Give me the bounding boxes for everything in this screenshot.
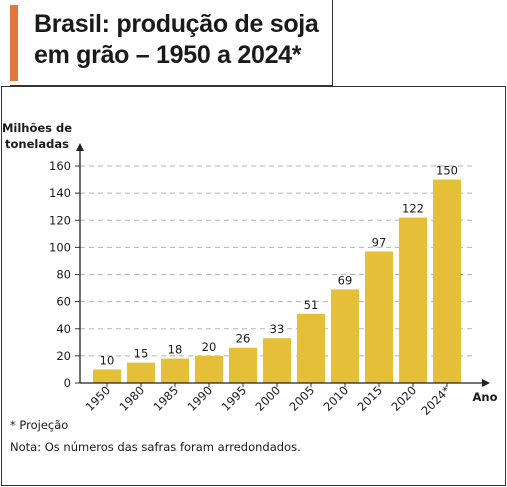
bar — [365, 251, 393, 383]
y-axis-title-line-1: Milhões de — [2, 121, 72, 135]
data-label: 150 — [436, 164, 458, 178]
y-axis-title-line-2: toneladas — [5, 137, 69, 151]
bar — [195, 355, 223, 383]
y-tick-label: 100 — [49, 240, 71, 254]
y-tick-label: 140 — [49, 186, 71, 200]
y-tick-label: 80 — [56, 268, 71, 282]
x-tick-label: 2010 — [321, 383, 352, 414]
y-tick-label: 60 — [56, 295, 71, 309]
bar — [93, 369, 121, 383]
bar — [331, 289, 359, 383]
x-tick-label: 2020 — [389, 383, 420, 414]
bar — [433, 179, 461, 383]
bar — [263, 338, 291, 383]
chart-title-line-1: Brasil: produção de soja — [34, 10, 319, 38]
data-label: 122 — [402, 202, 424, 216]
x-axis-title: Ano — [473, 390, 498, 404]
chart-title-line-2: em grão – 1950 a 2024* — [34, 41, 302, 69]
data-label: 15 — [134, 347, 149, 361]
bar — [399, 217, 427, 383]
data-label: 26 — [236, 332, 251, 346]
x-tick-label: 1950 — [83, 383, 114, 414]
chart-frame — [1, 86, 506, 486]
bar — [297, 313, 325, 383]
data-label: 97 — [372, 235, 387, 249]
x-tick-label: 1995 — [219, 383, 250, 414]
x-tick-label: 1980 — [117, 383, 148, 414]
data-label: 69 — [338, 273, 353, 287]
data-label: 18 — [168, 343, 183, 357]
y-tick-label: 120 — [49, 213, 71, 227]
y-tick-label: 40 — [56, 322, 71, 336]
x-tick-label: 2005 — [287, 383, 318, 414]
data-label: 51 — [304, 298, 319, 312]
x-tick-label: 2000 — [253, 383, 284, 414]
y-tick-label: 20 — [56, 349, 71, 363]
x-axis-arrow — [482, 379, 490, 387]
bar — [229, 347, 257, 383]
bar — [127, 362, 155, 383]
data-label: 10 — [100, 353, 115, 367]
chart-title: Brasil: produção de soja em grão – 1950 … — [34, 9, 334, 71]
title-box: Brasil: produção de soja em grão – 1950 … — [10, 0, 333, 86]
data-label: 20 — [202, 340, 217, 354]
title-accent-bar — [10, 5, 18, 81]
bar — [161, 358, 189, 383]
data-label: 33 — [270, 322, 285, 336]
y-tick-label: 0 — [64, 376, 71, 390]
x-tick-label: 2024* — [418, 383, 453, 418]
footnote-note: Nota: Os números das safras foram arredo… — [10, 440, 301, 454]
y-axis-arrow — [76, 143, 84, 151]
footnote-projection: * Projeção — [10, 418, 69, 432]
x-tick-label: 2015 — [355, 383, 386, 414]
x-tick-label: 1985 — [151, 383, 182, 414]
y-tick-label: 160 — [49, 159, 71, 173]
x-tick-label: 1990 — [185, 383, 216, 414]
